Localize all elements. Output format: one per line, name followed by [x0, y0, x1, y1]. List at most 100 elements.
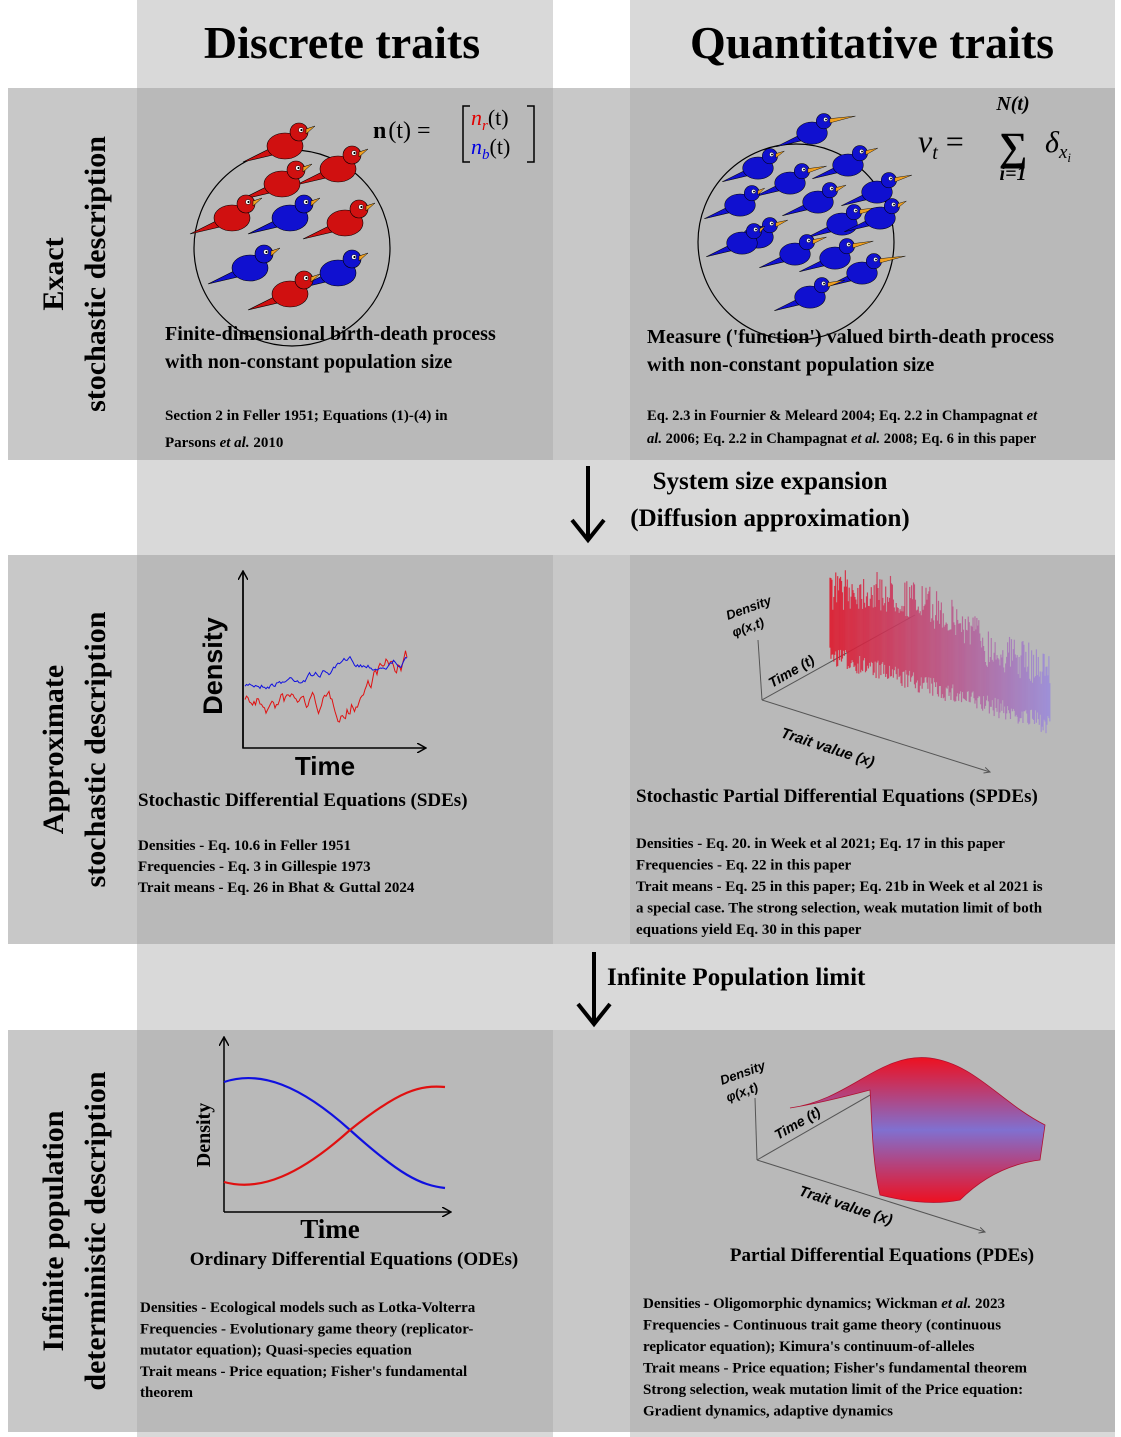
cell-heading: Stochastic Partial Differential Equation… [636, 786, 1038, 807]
bird-beak [305, 125, 316, 135]
equation-entry: nr(t) [471, 105, 509, 134]
cell-heading: Partial Differential Equations (PDEs) [730, 1245, 1034, 1266]
transition-label: System size expansion [653, 468, 888, 495]
bird-beak [894, 174, 912, 183]
text-part: t [932, 142, 938, 164]
bird-pupil [353, 151, 356, 155]
bird-head [883, 198, 900, 215]
bird-beak [827, 279, 845, 288]
bird [704, 185, 765, 219]
text-part: Eq. 2.3 in Fournier & Meleard 2004; Eq. … [647, 408, 1027, 424]
bird [812, 145, 878, 179]
bracket [462, 105, 470, 163]
bird [722, 148, 785, 182]
bird-pupil [305, 276, 308, 280]
text-part: Parsons [165, 435, 220, 451]
bird [242, 122, 316, 163]
bird-head [821, 182, 838, 199]
bird-pupil [803, 168, 805, 171]
bird-head [865, 253, 882, 270]
column-title: Discrete traits [204, 17, 480, 68]
cell [137, 555, 553, 944]
reference: Densities - Eq. 10.6 in Feller 1951 [138, 838, 351, 854]
text-part: n [471, 105, 482, 130]
text-part: 2010 [250, 435, 284, 451]
bracket [527, 105, 535, 163]
equation: n(t) = [373, 118, 431, 144]
axis [761, 699, 990, 772]
cell-heading: Ordinary Differential Equations (ODEs) [190, 1249, 518, 1270]
text-part: et [1027, 408, 1038, 424]
bird-beak [302, 163, 313, 173]
bird [774, 277, 845, 311]
reference: Trait means - Price equation; Fisher's f… [140, 1364, 467, 1380]
reference: Strong selection, weak mutation limit of… [643, 1382, 1023, 1398]
bird-head [880, 172, 897, 189]
text-part: b [482, 147, 490, 163]
bird-head [236, 194, 256, 214]
bird-pupil [771, 222, 773, 225]
axis [757, 639, 763, 701]
down-arrow-head [570, 518, 606, 544]
x-axis-label: Time [300, 1214, 360, 1244]
sum-sign: ∑ [999, 124, 1028, 169]
text-part: ν [918, 123, 933, 159]
sum-lower: i=1 [1000, 163, 1027, 185]
bird-pupil [300, 128, 303, 132]
reference: Frequencies - Continuous trait game theo… [643, 1318, 1001, 1334]
reference: Frequencies - Eq. 22 in this paper [636, 858, 851, 874]
noise-line [244, 650, 408, 723]
column-title: Quantitative traits [690, 17, 1054, 68]
bird-head [813, 277, 830, 294]
bird-pupil [808, 239, 810, 242]
text-part: et al. [941, 1296, 971, 1312]
bird-head [761, 217, 778, 234]
reference: Densities - Ecological models such as Lo… [140, 1300, 476, 1316]
bird-head [851, 145, 868, 162]
row-label: stochastic description [79, 136, 112, 412]
bird [782, 182, 847, 216]
bird [759, 234, 827, 268]
bird-pupil [825, 118, 827, 121]
bird-pupil [265, 250, 268, 254]
text-part: (t) = [388, 118, 430, 144]
text-part: i [1067, 150, 1071, 165]
reference: equations yield Eq. 30 in this paper [636, 922, 862, 938]
reference: Gradient dynamics, adaptive dynamics [643, 1404, 893, 1420]
bird [302, 199, 376, 240]
axis [756, 1159, 985, 1232]
row-label: Infinite population [37, 1110, 70, 1351]
cell [137, 1030, 553, 1432]
text-part: 2006; Eq. 2.2 in Champagnat [662, 431, 851, 447]
cell-heading: with non-constant population size [647, 354, 934, 376]
population-circle [697, 143, 895, 341]
text-part: δ [1045, 126, 1060, 159]
text-part: (t) [490, 134, 511, 159]
row-label: stochastic description [79, 611, 112, 887]
bird-beak [365, 202, 376, 212]
bird-pupil [755, 228, 757, 231]
row-label: Exact [37, 237, 70, 310]
bird-head [815, 113, 832, 130]
bird-pupil [831, 187, 833, 190]
bird-beak [775, 219, 788, 228]
bird [207, 244, 281, 285]
bird [247, 270, 321, 311]
text-part: x [1058, 142, 1068, 163]
bird-beak [358, 148, 369, 158]
bird-beak [879, 255, 906, 264]
curve [223, 1085, 446, 1186]
reference: Trait means - Price equation; Fisher's f… [643, 1361, 1027, 1377]
bird-pupil [753, 190, 755, 193]
reference: Parsons et al. 2010 [165, 435, 283, 451]
bird-pupil [855, 209, 857, 212]
bird-head [294, 270, 314, 290]
bird-head [342, 249, 362, 269]
text-part: et al. [851, 431, 880, 447]
bird-head [286, 160, 306, 180]
y-axis-label: Density [198, 617, 228, 715]
bird [706, 223, 766, 257]
bird-pupil [305, 200, 308, 204]
y-axis-label: Density [193, 1103, 215, 1167]
